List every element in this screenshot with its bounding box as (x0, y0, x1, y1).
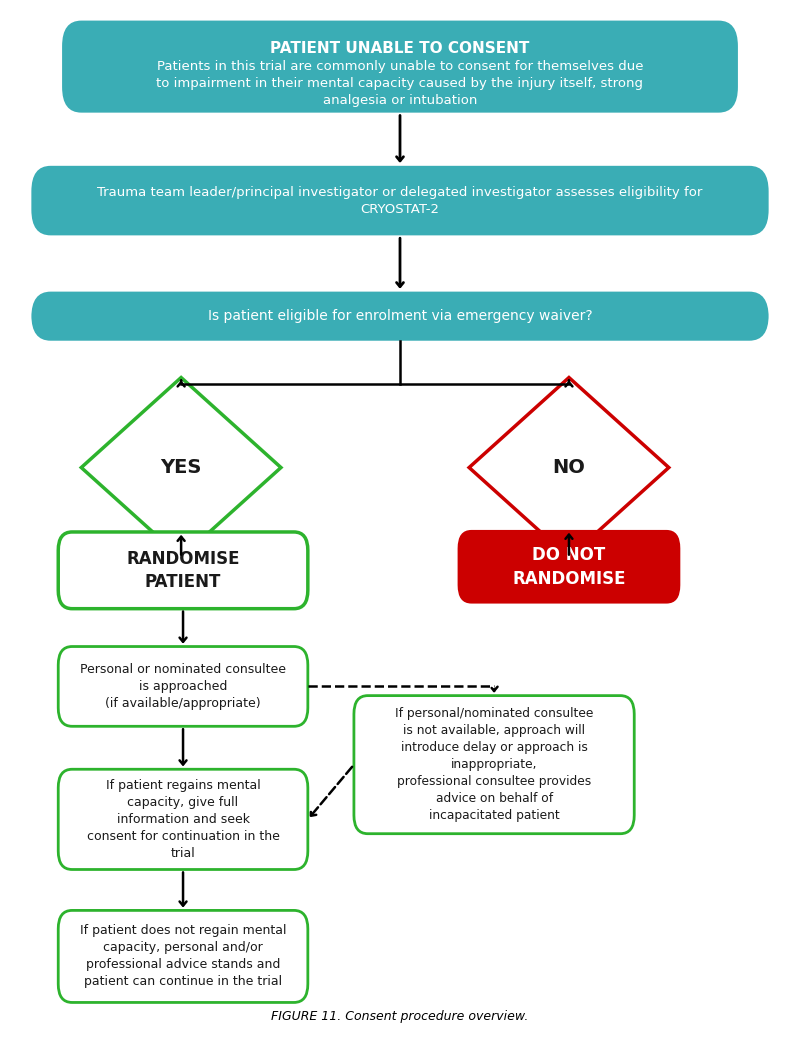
Text: If personal/nominated consultee
is not available, approach will
introduce delay : If personal/nominated consultee is not a… (395, 707, 594, 822)
Text: Patients in this trial are commonly unable to consent for themselves due
to impa: Patients in this trial are commonly unab… (157, 60, 643, 107)
Text: Trauma team leader/principal investigator or delegated investigator assesses eli: Trauma team leader/principal investigato… (98, 186, 702, 216)
Text: Is patient eligible for enrolment via emergency waiver?: Is patient eligible for enrolment via em… (208, 309, 592, 323)
FancyBboxPatch shape (58, 769, 308, 870)
FancyBboxPatch shape (31, 166, 769, 235)
FancyBboxPatch shape (354, 695, 634, 834)
FancyBboxPatch shape (58, 911, 308, 1003)
Text: PATIENT UNABLE TO CONSENT: PATIENT UNABLE TO CONSENT (270, 41, 530, 56)
Text: DO NOT
RANDOMISE: DO NOT RANDOMISE (512, 545, 626, 587)
FancyBboxPatch shape (458, 530, 680, 603)
Text: If patient does not regain mental
capacity, personal and/or
professional advice : If patient does not regain mental capaci… (80, 924, 286, 988)
Text: YES: YES (161, 458, 202, 477)
FancyBboxPatch shape (31, 292, 769, 341)
Text: RANDOMISE
PATIENT: RANDOMISE PATIENT (126, 550, 240, 592)
FancyBboxPatch shape (58, 532, 308, 608)
Text: If patient regains mental
capacity, give full
information and seek
consent for c: If patient regains mental capacity, give… (86, 778, 279, 860)
Text: NO: NO (553, 458, 586, 477)
FancyBboxPatch shape (62, 21, 738, 112)
FancyBboxPatch shape (58, 646, 308, 726)
Text: Personal or nominated consultee
is approached
(if available/appropriate): Personal or nominated consultee is appro… (80, 663, 286, 710)
Text: FIGURE 11. Consent procedure overview.: FIGURE 11. Consent procedure overview. (271, 1010, 529, 1023)
